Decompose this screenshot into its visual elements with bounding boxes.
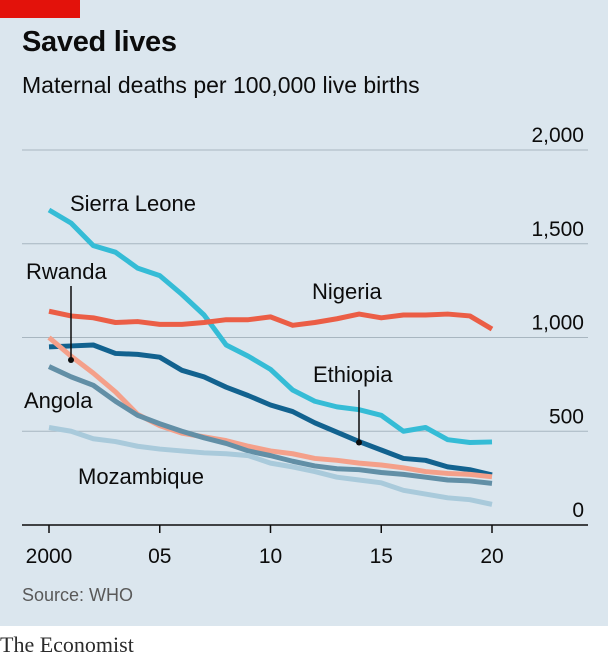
gridlines — [22, 149, 588, 432]
chart-panel — [0, 0, 608, 626]
chart-title: Saved lives — [22, 26, 177, 58]
series-label-sierra-leone: Sierra Leone — [70, 191, 196, 216]
brand-wordmark: The Economist — [0, 632, 134, 657]
series-label-mozambique: Mozambique — [78, 464, 204, 489]
series-label-ethiopia: Ethiopia — [313, 362, 393, 387]
source-note: Source: WHO — [22, 585, 134, 605]
series-annotations: Sierra Leone Nigeria Rwanda Ethiopia Angola M… — [24, 191, 393, 489]
series-label-angola: Angola — [24, 388, 93, 413]
x-axis: 2000 05 10 15 20 — [22, 524, 588, 568]
y-tick-label: 0 — [572, 499, 584, 522]
x-tick-label: 2000 — [26, 545, 73, 568]
x-tick-label: 05 — [148, 545, 171, 568]
y-tick-label: 1,500 — [531, 218, 584, 241]
x-tick-label: 20 — [480, 545, 503, 568]
x-tick-label: 10 — [259, 545, 282, 568]
y-tick-label: 500 — [549, 405, 584, 428]
series-line-ethiopia — [48, 342, 493, 478]
series-line-nigeria — [48, 308, 494, 332]
series-line-sierra-leone — [47, 207, 493, 445]
series-line-mozambique — [48, 425, 493, 507]
x-tick-label: 15 — [370, 545, 393, 568]
series-line-rwanda — [47, 335, 493, 480]
y-tick-labels: 0 500 1,000 1,500 2,000 — [531, 124, 584, 522]
y-tick-label: 1,000 — [531, 312, 584, 335]
series-lines — [47, 207, 494, 507]
leader-dot-ethiopia — [356, 439, 362, 446]
leader-dot-rwanda — [68, 357, 74, 363]
series-label-nigeria: Nigeria — [312, 279, 382, 304]
series-line-angola — [47, 364, 493, 486]
line-chart: 0 500 1,000 1,500 2,000 2000 05 10 15 20 Sierra … — [22, 124, 588, 568]
series-label-rwanda: Rwanda — [26, 259, 107, 284]
y-tick-label: 2,000 — [531, 124, 584, 147]
chart-subtitle: Maternal deaths per 100,000 live births — [22, 72, 420, 98]
brand-red-tag — [0, 0, 80, 18]
